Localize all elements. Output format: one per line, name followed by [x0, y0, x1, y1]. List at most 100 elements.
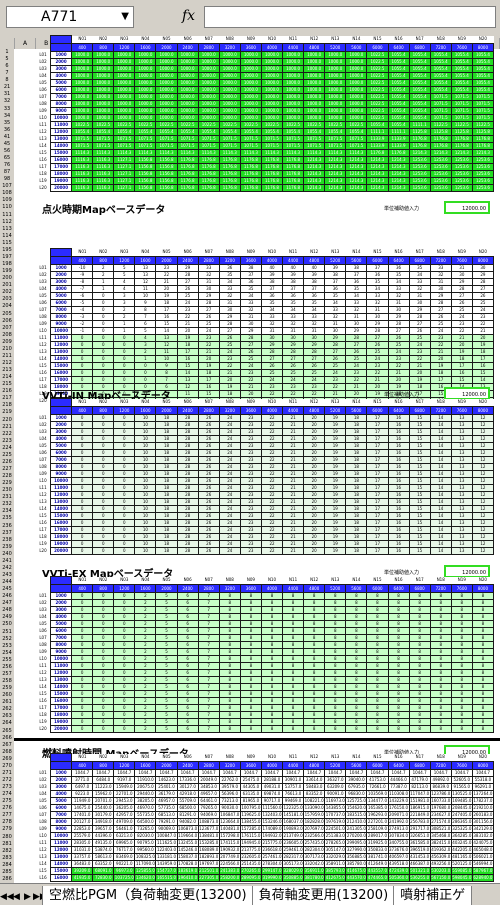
map-cell[interactable]: 28188.0	[260, 776, 284, 784]
map-cell[interactable]: 13	[450, 505, 473, 513]
map-cell[interactable]: 20	[303, 519, 326, 527]
map-cell[interactable]: 79265.0	[197, 804, 220, 812]
map-cell[interactable]: 1055.4	[387, 72, 410, 80]
map-cell[interactable]: 5	[155, 627, 178, 635]
map-cell[interactable]: 0	[71, 348, 94, 356]
map-cell[interactable]: 8	[260, 592, 284, 600]
map-cell[interactable]: 13	[450, 519, 473, 527]
rpm-header-cell[interactable]: 2400	[176, 584, 199, 593]
map-cell[interactable]: 16	[387, 547, 410, 555]
map-cell[interactable]: 8	[345, 592, 368, 600]
map-cell[interactable]: 16	[176, 355, 199, 363]
map-cell[interactable]: 1156.8	[134, 156, 157, 164]
map-cell[interactable]: 345468.0	[429, 832, 452, 840]
map-cell[interactable]: 19	[324, 498, 347, 506]
map-cell[interactable]: 1000.0	[71, 100, 94, 108]
map-cell[interactable]: 1127.1	[113, 177, 136, 185]
map-cell[interactable]: 8	[260, 711, 284, 719]
map-cell[interactable]: 1000.0	[282, 79, 305, 87]
map-cell[interactable]: 23	[239, 369, 262, 377]
map-cell[interactable]: 14	[429, 505, 452, 513]
map-cell[interactable]: 8	[366, 599, 389, 607]
load-value-cell[interactable]: 3000	[49, 783, 73, 791]
map-cell[interactable]: 11	[176, 390, 199, 398]
map-cell[interactable]: 8	[303, 725, 326, 733]
map-cell[interactable]: 1022.5	[113, 121, 136, 129]
map-cell[interactable]: 24	[471, 306, 495, 314]
map-cell[interactable]: 0	[113, 533, 136, 541]
unit-value-cell[interactable]: 12000.00	[444, 201, 490, 214]
map-cell[interactable]: 36	[345, 278, 368, 286]
map-cell[interactable]: 1253.6	[429, 177, 452, 185]
map-cell[interactable]: 12	[471, 484, 495, 492]
map-cell[interactable]: 8	[239, 704, 262, 712]
map-cell[interactable]: 12	[471, 470, 495, 478]
map-cell[interactable]: 26	[450, 299, 473, 307]
map-cell[interactable]: 1055.4	[429, 72, 452, 80]
map-cell[interactable]: 8	[239, 718, 262, 726]
map-cell[interactable]: 18	[155, 449, 178, 457]
map-cell[interactable]: 34	[260, 306, 284, 314]
map-cell[interactable]: 40	[303, 264, 326, 272]
map-cell[interactable]: 1055.4	[450, 79, 473, 87]
row-header[interactable]: 108	[2, 190, 12, 197]
map-cell[interactable]: 14675.0	[71, 804, 94, 812]
map-cell[interactable]: 56461.0	[113, 825, 136, 833]
map-cell[interactable]: 22	[345, 376, 368, 384]
map-cell[interactable]: 8	[366, 669, 389, 677]
map-cell[interactable]: 160733.0	[429, 797, 452, 805]
map-cell[interactable]: 8	[303, 718, 326, 726]
map-cell[interactable]: 271574.0	[429, 818, 452, 826]
map-cell[interactable]: 20	[471, 334, 495, 342]
load-value-cell[interactable]: 13000	[49, 135, 73, 143]
map-cell[interactable]: 8	[450, 669, 473, 677]
map-cell[interactable]: 1000.0	[134, 58, 157, 66]
map-cell[interactable]: 8	[303, 711, 326, 719]
map-cell[interactable]: 10	[134, 442, 157, 450]
map-cell[interactable]: 1253.6	[450, 156, 473, 164]
map-cell[interactable]: 151981.0	[408, 797, 431, 805]
map-cell[interactable]: 1055.4	[197, 128, 220, 136]
map-cell[interactable]: 13	[450, 463, 473, 471]
map-cell[interactable]: 2	[134, 697, 157, 705]
rpm-header-cell[interactable]: 7200	[429, 761, 452, 770]
map-cell[interactable]: 332042.0	[303, 860, 326, 868]
load-value-cell[interactable]: 8000	[49, 313, 73, 321]
map-cell[interactable]: 1000.0	[218, 107, 241, 115]
map-cell[interactable]: 21	[282, 540, 305, 548]
map-cell[interactable]: 15	[176, 362, 199, 370]
map-cell[interactable]: 305147.0	[324, 846, 347, 854]
map-cell[interactable]: 23	[239, 449, 262, 457]
map-cell[interactable]: 1000.0	[345, 51, 368, 59]
map-cell[interactable]: 1125.8	[429, 128, 452, 136]
map-cell[interactable]: 14	[176, 369, 199, 377]
row-header[interactable]: 222	[2, 430, 12, 437]
load-value-cell[interactable]: 10000	[49, 114, 73, 122]
map-cell[interactable]: 49031.0	[260, 783, 284, 791]
map-cell[interactable]: 259461.0	[282, 846, 305, 854]
map-cell[interactable]: 1000.0	[71, 86, 94, 94]
map-cell[interactable]: 15	[408, 463, 431, 471]
map-cell[interactable]: 0	[71, 463, 94, 471]
map-cell[interactable]: 11910.0	[134, 776, 157, 784]
map-cell[interactable]: 442205.0	[450, 846, 473, 854]
map-cell[interactable]: 34918.0	[92, 818, 115, 826]
map-cell[interactable]: 403245.0	[450, 839, 473, 847]
map-cell[interactable]: 96830.0	[345, 790, 368, 798]
map-cell[interactable]: 30	[197, 285, 220, 293]
load-value-cell[interactable]: 6000	[49, 627, 73, 635]
map-cell[interactable]: 17	[366, 421, 389, 429]
row-header[interactable]: 264	[2, 720, 12, 727]
load-value-cell[interactable]: 4000	[49, 435, 73, 443]
map-cell[interactable]: 13	[155, 334, 178, 342]
map-cell[interactable]: 1156.8	[155, 177, 178, 185]
map-cell[interactable]: 6	[176, 599, 199, 607]
map-cell[interactable]: 182828.0	[303, 818, 326, 826]
map-cell[interactable]: 1000.0	[134, 79, 157, 87]
row-header[interactable]: 210	[2, 345, 12, 352]
map-cell[interactable]: 8	[366, 662, 389, 670]
load-value-cell[interactable]: 3000	[49, 606, 73, 614]
map-cell[interactable]: 16	[387, 491, 410, 499]
map-cell[interactable]: 8	[387, 599, 410, 607]
map-cell[interactable]: 13	[450, 540, 473, 548]
